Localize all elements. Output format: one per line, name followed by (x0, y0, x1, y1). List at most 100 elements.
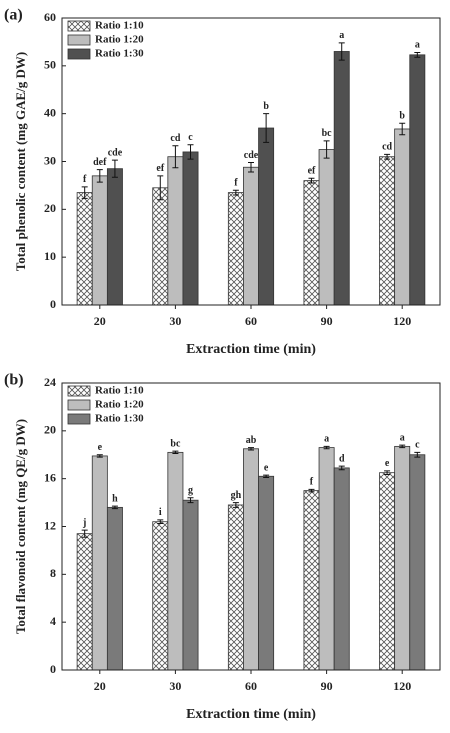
error-bar (308, 177, 315, 184)
error-bar (263, 113, 270, 143)
x-tick-label: 90 (321, 314, 333, 328)
significance-letter: e (385, 458, 390, 469)
bar (303, 180, 320, 306)
bar (106, 506, 123, 671)
significance-letter: d (339, 453, 345, 464)
error-bar (338, 465, 345, 471)
legend-swatch (67, 399, 91, 411)
bar (258, 475, 275, 671)
significance-letter: i (159, 507, 162, 518)
y-axis-label: Total flavonoid content (mg QE/g DW) (13, 419, 28, 634)
y-tick-label: 4 (50, 614, 56, 628)
significance-letter: ab (246, 435, 257, 446)
significance-letter: f (234, 177, 238, 188)
bar (182, 499, 199, 671)
y-tick-label: 8 (50, 566, 56, 580)
bar (167, 156, 184, 306)
bar (333, 51, 350, 306)
x-tick-label: 120 (393, 679, 411, 693)
x-tick-label: 30 (169, 679, 181, 693)
significance-letter: c (415, 440, 420, 451)
x-tick-label: 60 (245, 679, 257, 693)
error-bar (414, 51, 421, 58)
bar (333, 467, 350, 671)
significance-letter: a (339, 30, 344, 41)
x-tick-label: 60 (245, 314, 257, 328)
panel-label: (a) (4, 7, 23, 24)
y-tick-label: 0 (50, 297, 56, 311)
bar (303, 490, 320, 671)
significance-letter: a (324, 434, 329, 445)
error-bar (338, 42, 345, 61)
error-bar (96, 454, 103, 458)
x-axis-label: Extraction time (min) (186, 342, 316, 357)
y-tick-label: 10 (44, 249, 56, 263)
y-tick-label: 40 (44, 105, 56, 119)
significance-letter: a (415, 40, 420, 51)
y-tick-label: 16 (44, 470, 56, 484)
legend-swatch (67, 34, 91, 46)
bar (106, 168, 123, 306)
x-tick-label: 20 (94, 314, 106, 328)
error-bar (172, 145, 179, 169)
x-tick-label: 20 (94, 679, 106, 693)
x-tick-label: 120 (393, 314, 411, 328)
error-bar (172, 450, 179, 455)
error-bar (414, 451, 421, 458)
y-axis-label: Total phenolic content (mg GAE/g DW) (13, 52, 28, 271)
significance-letter: cd (382, 142, 392, 153)
error-bar (384, 153, 391, 160)
error-bar (323, 140, 330, 159)
x-axis-label: Extraction time (min) (186, 707, 316, 722)
significance-letter: e (98, 442, 103, 453)
y-tick-label: 50 (44, 58, 56, 72)
legend-label: Ratio 1:10 (95, 20, 144, 32)
error-bar (384, 470, 391, 475)
y-tick-label: 24 (44, 375, 56, 389)
significance-letter: g (188, 485, 193, 496)
legend-label: Ratio 1:20 (95, 399, 144, 411)
error-bar (96, 169, 103, 183)
error-bar (248, 161, 254, 173)
significance-letter: cd (170, 133, 180, 144)
error-bar (399, 122, 406, 136)
error-bar (232, 189, 239, 196)
legend-label: Ratio 1:10 (95, 385, 144, 397)
legend-label: Ratio 1:20 (95, 34, 144, 46)
error-bar (157, 175, 164, 201)
panel-label: (b) (4, 372, 24, 389)
bar (379, 472, 396, 671)
legend-swatch (67, 385, 91, 397)
error-bar (308, 488, 315, 493)
legend-label: Ratio 1:30 (95, 48, 144, 60)
significance-letter: cde (244, 150, 259, 161)
plot-frame (61, 17, 441, 306)
bar (318, 149, 335, 306)
significance-letter: bc (170, 438, 181, 449)
y-tick-label: 30 (44, 153, 56, 167)
bar (227, 192, 244, 306)
legend-swatch (67, 413, 91, 425)
legend-label: Ratio 1:30 (95, 413, 144, 425)
bar (243, 448, 259, 671)
error-bar (81, 529, 88, 538)
legend-swatch (67, 48, 91, 60)
significance-letter: ef (308, 166, 316, 177)
error-bar (111, 505, 118, 510)
bar (152, 187, 169, 306)
significance-letter: f (310, 477, 314, 488)
error-bar (263, 474, 270, 478)
error-bar (399, 444, 406, 449)
legend-swatch (67, 20, 91, 32)
significance-letter: f (83, 174, 87, 185)
significance-letter: a (400, 432, 405, 443)
bar (394, 445, 411, 671)
bar (409, 54, 426, 306)
bar (409, 454, 426, 671)
bar (76, 533, 93, 671)
bar (167, 451, 184, 671)
bar (91, 455, 108, 671)
bar (318, 447, 335, 671)
significance-letter: b (263, 101, 269, 112)
